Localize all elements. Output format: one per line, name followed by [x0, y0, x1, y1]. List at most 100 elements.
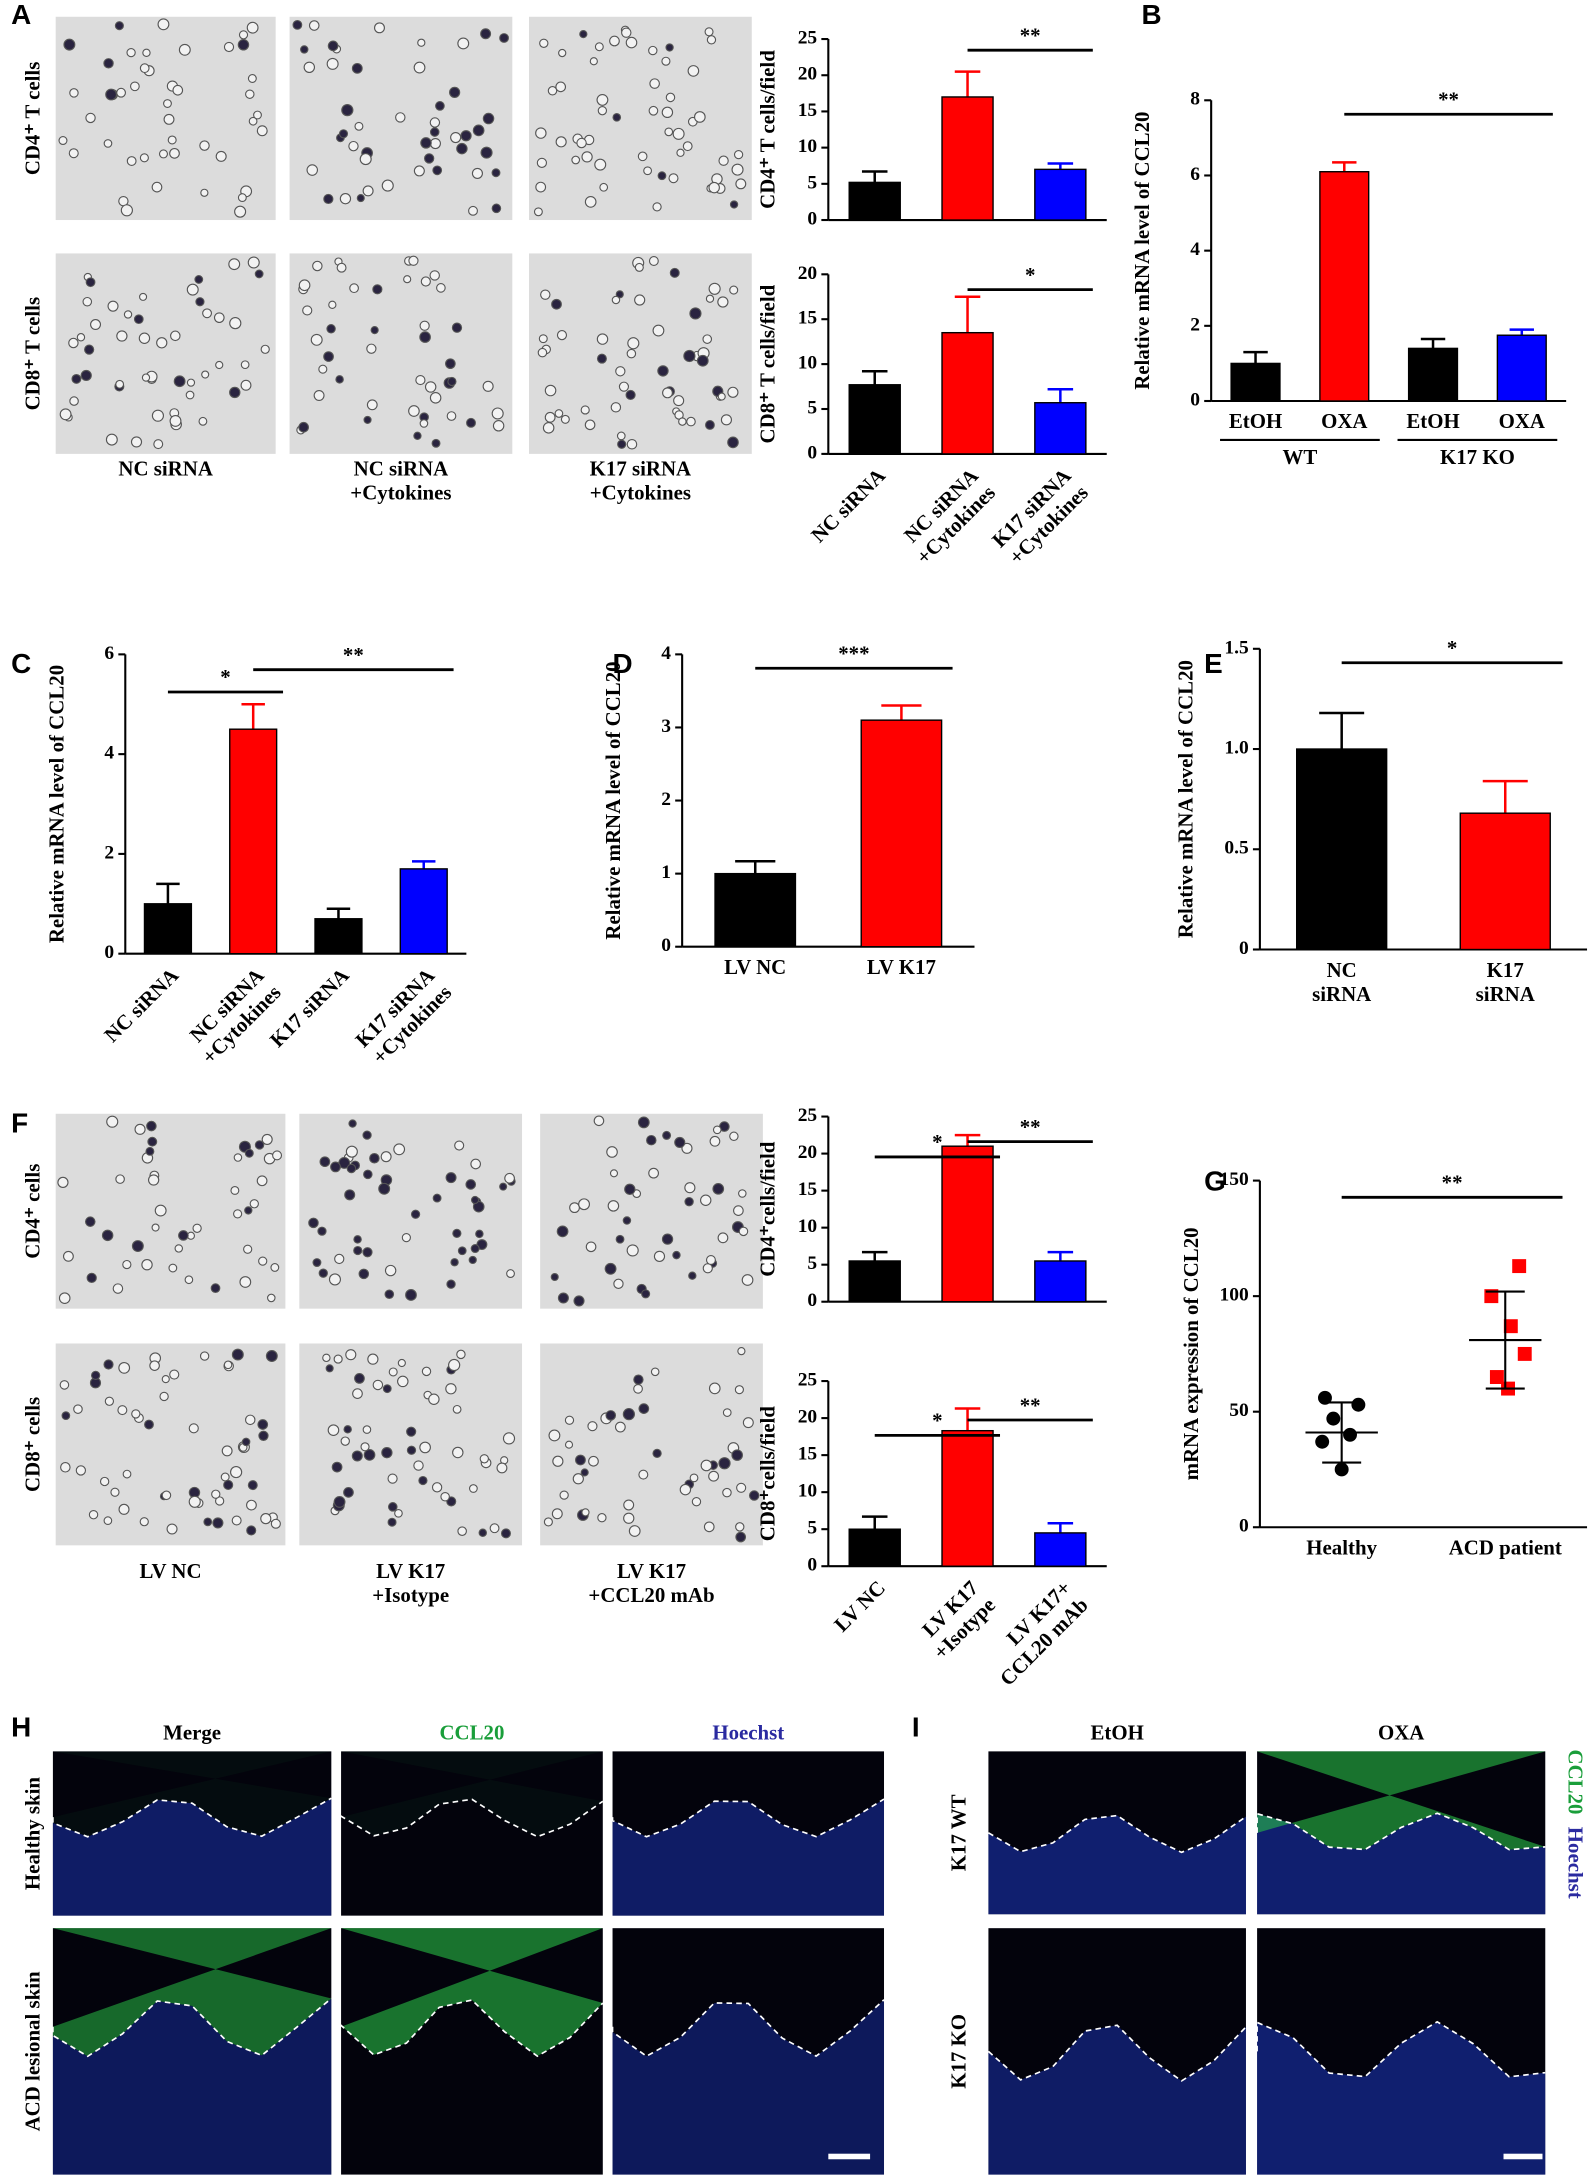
- hoechst-signal: [988, 2025, 1246, 2175]
- cell: [147, 1136, 158, 1147]
- bar-border: [1034, 1260, 1087, 1303]
- x-tick-label: LV K17: [867, 955, 936, 979]
- cell: [199, 140, 210, 151]
- cell: [478, 1528, 487, 1538]
- cell: [261, 1133, 273, 1145]
- cell: [246, 21, 259, 34]
- cell: [588, 1455, 599, 1467]
- bar: [715, 873, 796, 947]
- cell: [432, 1193, 442, 1203]
- cell: [729, 1131, 739, 1142]
- cell: [115, 1174, 125, 1184]
- column-label: LV K17 +CCL20 mAb: [588, 1559, 714, 1607]
- cell: [504, 1172, 515, 1184]
- point: [1318, 1390, 1332, 1405]
- bar: [942, 1146, 994, 1302]
- cell: [612, 113, 622, 122]
- hoechst-signal: [612, 1799, 885, 1916]
- cell: [742, 1417, 754, 1429]
- cell: [569, 1202, 580, 1214]
- cell: [429, 392, 442, 404]
- cell: [454, 1140, 465, 1151]
- cell: [238, 30, 249, 40]
- cell: [731, 1449, 743, 1461]
- cell: [415, 374, 426, 386]
- cell: [421, 1366, 432, 1377]
- cell: [173, 375, 186, 388]
- cell: [244, 1414, 256, 1426]
- cell: [257, 1419, 269, 1430]
- cell: [447, 376, 457, 387]
- cell: [351, 62, 363, 74]
- cell: [628, 1525, 641, 1537]
- cell: [82, 296, 93, 307]
- cell: [229, 386, 241, 399]
- cell: [741, 1274, 754, 1286]
- cell: [717, 1232, 729, 1244]
- cell: [661, 56, 671, 66]
- cell: [623, 1512, 635, 1524]
- cell: [138, 332, 151, 344]
- scale-bar: [1503, 2153, 1543, 2160]
- cell: [560, 414, 570, 424]
- column-label: OXA: [1378, 1720, 1424, 1744]
- cell: [735, 1522, 745, 1532]
- cell: [229, 317, 242, 330]
- cell: [625, 389, 636, 401]
- cell: [85, 277, 96, 288]
- dermo-epidermal-line: [340, 1999, 604, 2058]
- cell: [687, 65, 700, 77]
- cell: [256, 1175, 268, 1187]
- point: [1512, 1259, 1527, 1274]
- x-tick-label: ACD patient: [1449, 1535, 1562, 1559]
- cell: [363, 1449, 376, 1461]
- bar-border: [941, 96, 994, 221]
- y-tick-label: 2: [1190, 314, 1200, 335]
- ccl20-signal: [52, 1751, 332, 1837]
- cell: [457, 1246, 467, 1256]
- cell: [139, 63, 150, 74]
- row-label: CD8⁺ T cells: [21, 297, 45, 410]
- cell: [738, 1226, 749, 1237]
- cell: [653, 1250, 666, 1262]
- significance-label: **: [343, 643, 364, 667]
- cell: [338, 129, 349, 139]
- cell: [733, 149, 744, 160]
- cell: [240, 379, 252, 391]
- cell: [397, 1358, 406, 1368]
- fluorescence-image: [612, 1751, 885, 1916]
- cell: [231, 1515, 242, 1526]
- cell: [499, 33, 509, 43]
- point: [1489, 1370, 1504, 1384]
- cell: [648, 256, 659, 266]
- cell: [169, 1369, 180, 1380]
- cell: [372, 1379, 384, 1391]
- y-tick-label: 15: [798, 1179, 818, 1200]
- cell: [496, 1462, 508, 1474]
- cell: [319, 1156, 331, 1168]
- cell: [69, 396, 79, 406]
- cell: [230, 1465, 243, 1479]
- cell: [174, 1244, 184, 1253]
- cell: [328, 300, 337, 309]
- cell: [646, 1134, 657, 1146]
- cell: [393, 1143, 406, 1156]
- bar: [1497, 335, 1547, 401]
- cell: [244, 1148, 254, 1158]
- cell: [579, 30, 588, 39]
- cell: [233, 1153, 243, 1162]
- fluorescence-image: [612, 1928, 885, 2175]
- cell: [491, 168, 501, 178]
- x-tick-label: LV NC: [829, 1576, 890, 1637]
- cell: [614, 1421, 626, 1433]
- cell: [596, 333, 609, 345]
- significance-label: *: [220, 665, 230, 689]
- panel-letter: D: [613, 648, 633, 679]
- hoechst-signal: [1257, 2021, 1546, 2175]
- cell: [110, 1487, 120, 1497]
- cell: [419, 331, 431, 343]
- cell: [708, 1382, 721, 1395]
- point: [1503, 1319, 1518, 1334]
- bar: [315, 918, 362, 954]
